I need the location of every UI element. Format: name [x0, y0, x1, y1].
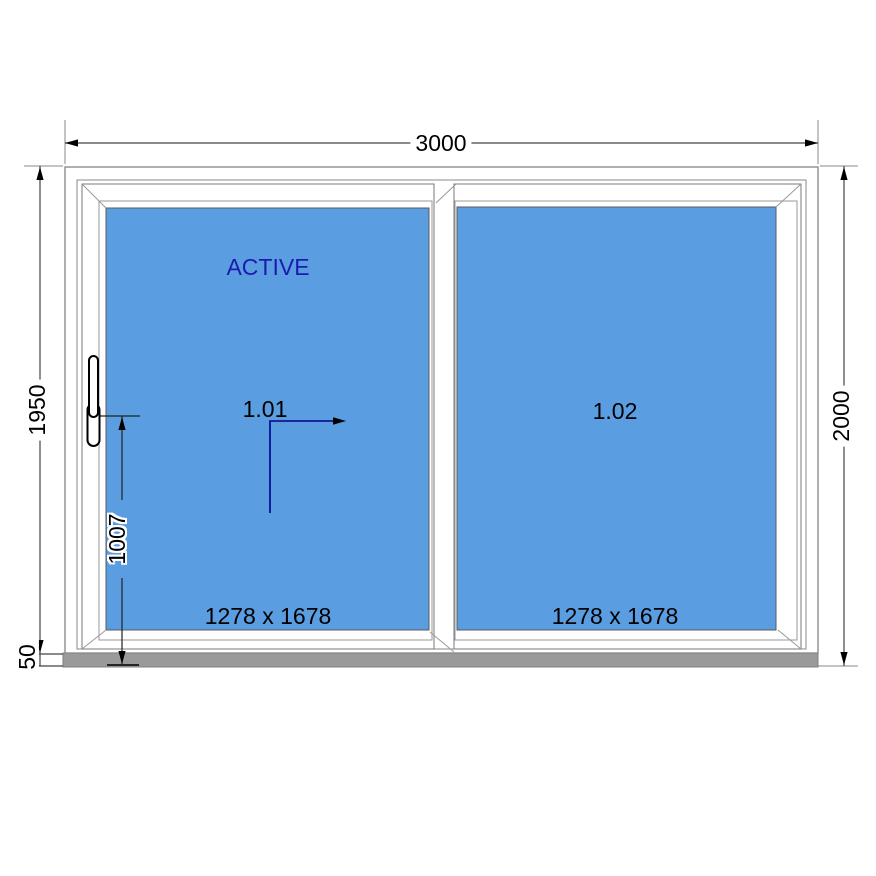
glass-size-right: 1278 x 1678 [551, 602, 679, 629]
left-glass-panel[interactable] [105, 207, 430, 631]
door-handle[interactable] [86, 355, 101, 447]
mitre-joint-lines [81, 183, 802, 653]
dim-label-handle-height: 1007 [103, 513, 130, 565]
glass-size-left: 1278 x 1678 [204, 602, 332, 629]
slide-direction-arrow [269, 417, 346, 513]
right-sash-bead-line [454, 200, 798, 641]
panel-id-right: 1.02 [592, 397, 638, 424]
right-glass-panel[interactable] [456, 206, 777, 631]
panel-id-left: 1.01 [242, 395, 288, 422]
dim-line-handle-height [99, 415, 140, 666]
dim-label-frame-height: 1950 [24, 379, 50, 441]
frame-inner-line [76, 179, 807, 650]
active-panel-label: ACTIVE [226, 253, 310, 280]
dim-label-total-width: 3000 [410, 131, 472, 155]
dim-label-sill-height: 50 [14, 639, 40, 675]
dim-label-total-height: 2000 [828, 385, 854, 447]
sill [62, 652, 819, 668]
